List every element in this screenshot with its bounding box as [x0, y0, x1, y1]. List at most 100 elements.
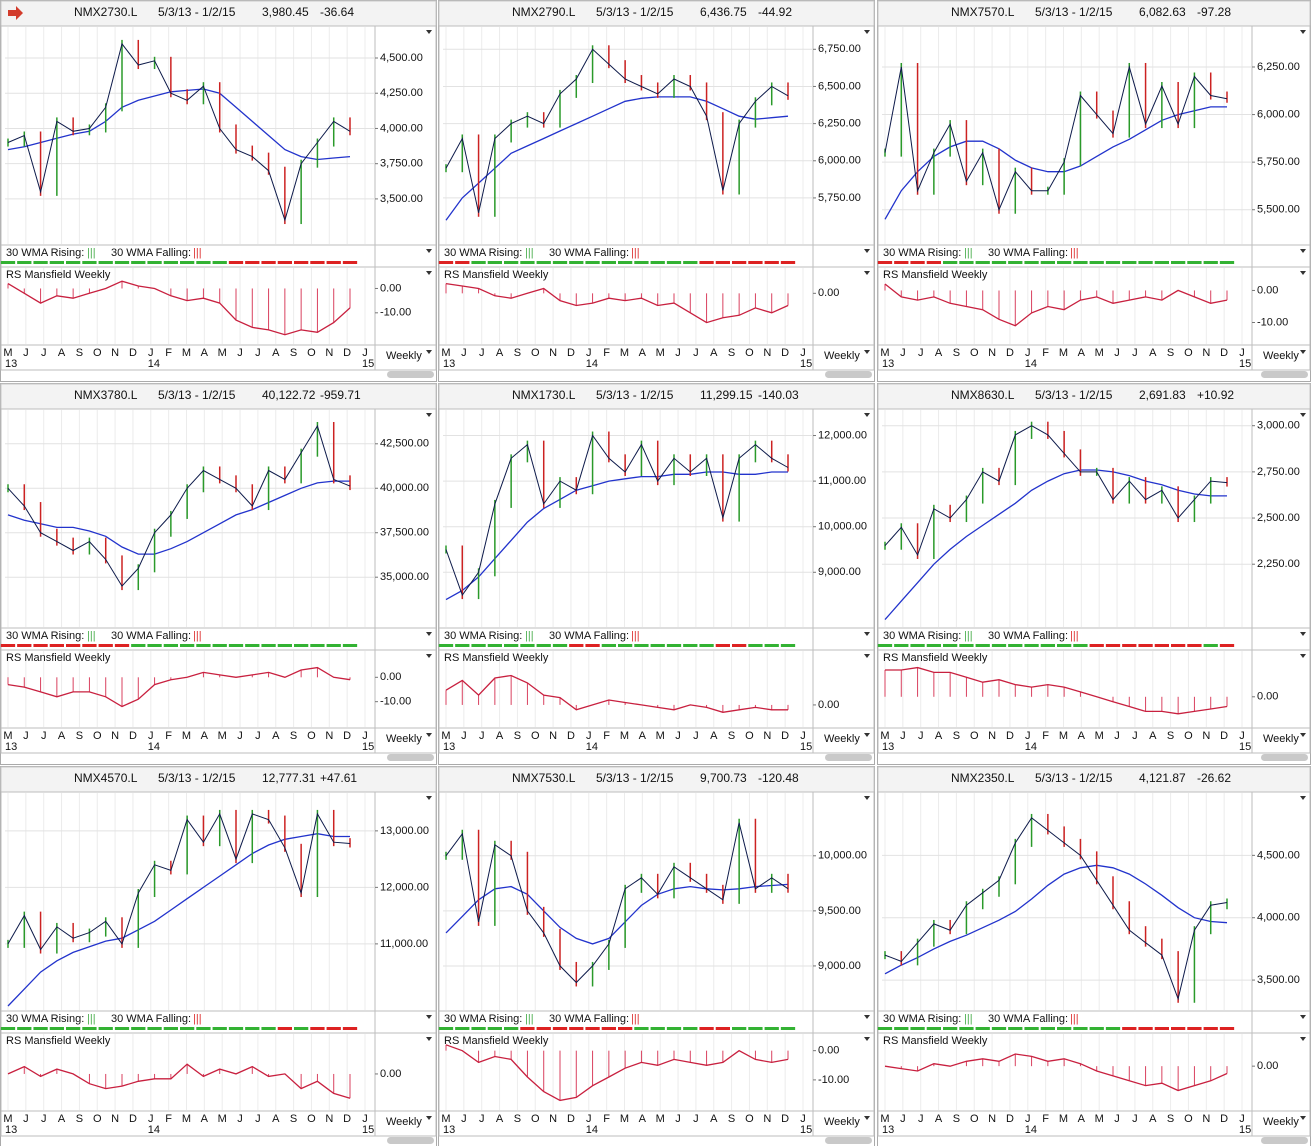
rs-title: RS Mansfield Weekly: [6, 1035, 111, 1047]
month-label: O: [93, 1113, 102, 1125]
y-tick-label: 0.00: [1257, 691, 1278, 703]
trend-dot: [1073, 1027, 1088, 1030]
trend-dot: [894, 644, 909, 647]
trend-dot: [504, 644, 519, 647]
wma-rising-symbol: |||: [964, 1013, 973, 1025]
y-tick-label: 0.00: [380, 671, 401, 683]
month-label: J: [237, 1113, 243, 1125]
y-tick-label: 11,000.00: [818, 475, 866, 487]
month-label: D: [781, 730, 789, 742]
last-price: 3,980.45: [262, 5, 309, 19]
month-label: S: [76, 730, 83, 742]
trend-dot: [650, 1027, 665, 1030]
trend-dot: [520, 261, 535, 264]
pane-menu: [1300, 1116, 1306, 1120]
year-label: 15: [1239, 741, 1251, 753]
rs-line: [7, 1063, 351, 1099]
trend-dot: [585, 261, 600, 264]
month-label: M: [656, 730, 665, 742]
trend-dot: [1024, 1027, 1039, 1030]
trend-dot: [732, 1027, 747, 1030]
trend-dot: [49, 644, 64, 647]
trend-dot: [894, 261, 909, 264]
trend-dot: [910, 1027, 925, 1030]
pane-menu: [1300, 413, 1306, 417]
rs-line: [7, 666, 351, 708]
trend-dot: [991, 261, 1007, 264]
date-range: 5/3/13 - 1/2/15: [158, 771, 236, 785]
month-label: D: [129, 730, 137, 742]
month-label: J: [255, 730, 261, 742]
wma-rising-label: 30 WMA Rising:: [6, 247, 84, 259]
month-label: A: [639, 730, 647, 742]
month-label: J: [1239, 1113, 1245, 1125]
trend-dot: [634, 1027, 649, 1030]
pane-menu: [864, 733, 870, 737]
price-line: [884, 425, 1228, 557]
trend-dot: [98, 261, 113, 264]
month-label: J: [1114, 1113, 1120, 1125]
month-label: D: [781, 1113, 789, 1125]
month-label: J: [918, 347, 924, 359]
trend-dot: [98, 1027, 113, 1030]
trend-dot: [277, 1027, 292, 1030]
month-label: J: [1132, 347, 1138, 359]
scrollbar: [387, 1137, 434, 1144]
month-label: A: [272, 1113, 280, 1125]
month-label: J: [148, 1113, 154, 1125]
wma-falling-label: 30 WMA Falling:: [988, 247, 1068, 259]
price-change: +10.92: [1197, 388, 1234, 402]
trend-dot: [1219, 1027, 1235, 1030]
pane-menu: [1300, 30, 1306, 34]
month-label: J: [23, 347, 29, 359]
y-tick-label: -10.00: [1257, 316, 1288, 328]
pane-menu: [1300, 249, 1306, 253]
month-label: D: [1220, 1113, 1228, 1125]
trend-dot: [1122, 644, 1137, 647]
trend-dot: [342, 644, 358, 647]
price-line: [7, 812, 351, 951]
trend-dot: [910, 644, 925, 647]
month-label: M: [1095, 347, 1104, 359]
month-label: A: [639, 347, 647, 359]
trend-dot: [342, 1027, 358, 1030]
month-label: D: [781, 347, 789, 359]
trend-dot: [1089, 644, 1104, 647]
trend-dot: [552, 1027, 568, 1030]
month-label: M: [880, 1113, 889, 1125]
panel-header: [438, 0, 875, 27]
symbol: NMX1730.L: [512, 388, 576, 402]
year-label: 15: [362, 741, 374, 753]
month-label: J: [675, 347, 681, 359]
trend-dot: [196, 261, 211, 264]
trend-dot: [228, 1027, 244, 1030]
rs-title: RS Mansfield Weekly: [6, 269, 111, 281]
month-label: N: [549, 347, 557, 359]
price-change: -140.03: [758, 388, 799, 402]
trend-dot: [569, 644, 584, 647]
trend-dot: [699, 1027, 714, 1030]
trend-dot: [326, 261, 341, 264]
price-change: -26.62: [1197, 771, 1231, 785]
pane-menu: [1300, 1015, 1306, 1019]
month-label: S: [290, 1113, 297, 1125]
month-label: D: [343, 1113, 351, 1125]
symbol: NMX7570.L: [951, 5, 1015, 19]
trend-dot: [455, 644, 470, 647]
menu-arrow: [8, 6, 23, 20]
trend-dot: [1154, 261, 1169, 264]
last-price: 2,691.83: [1139, 388, 1186, 402]
month-label: S: [953, 1113, 960, 1125]
trend-dot: [33, 1027, 48, 1030]
symbol: NMX2350.L: [951, 771, 1015, 785]
trend-dot: [1024, 261, 1039, 264]
wma-rising-label: 30 WMA Rising:: [444, 1013, 522, 1025]
trend-dot: [1203, 644, 1218, 647]
trend-dot: [1203, 261, 1218, 264]
month-label: A: [272, 730, 280, 742]
month-label: N: [549, 1113, 557, 1125]
month-label: O: [531, 347, 540, 359]
y-tick-label: 0.00: [818, 287, 839, 299]
month-label: J: [586, 347, 592, 359]
pane-menu: [426, 796, 432, 800]
